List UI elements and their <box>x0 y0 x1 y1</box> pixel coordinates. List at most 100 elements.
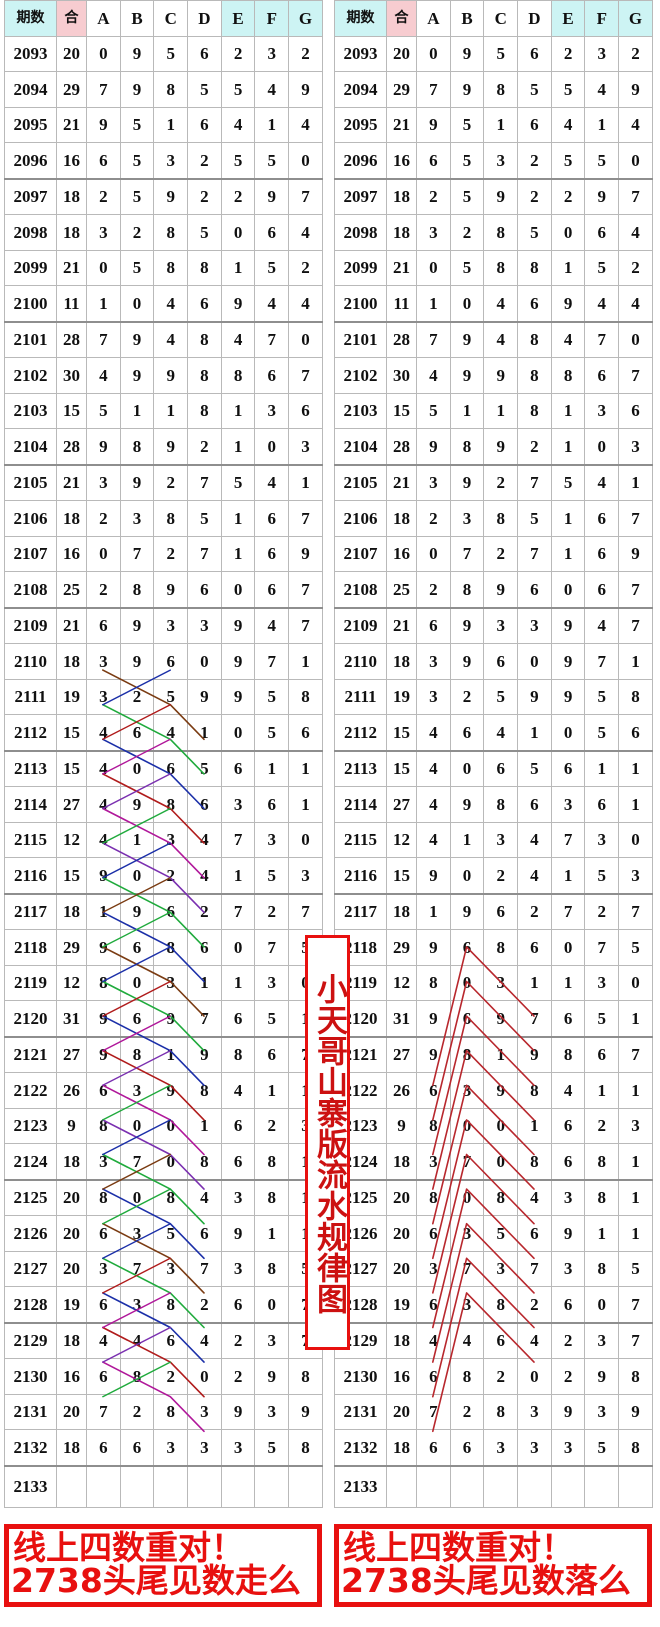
table-row[interactable]: 2102 30 4 9 9 8 8 6 7 <box>4 357 323 394</box>
table-row[interactable]: 2109 21 6 9 3 3 9 4 7 <box>4 607 323 644</box>
table-row[interactable]: 2104 28 9 8 9 2 1 0 3 <box>4 428 323 466</box>
cell-sum: 18 <box>56 214 87 251</box>
table-row[interactable]: 2101 28 7 9 4 8 4 7 0 <box>4 321 323 358</box>
table-row[interactable]: 2100 11 1 0 4 6 9 4 4 <box>4 285 323 323</box>
cell-f <box>584 1465 620 1508</box>
cell-e: 3 <box>550 1250 586 1287</box>
table-row[interactable]: 2106 18 2 3 8 5 1 6 7 <box>4 500 323 537</box>
cell-f: 4 <box>254 464 290 501</box>
table-row[interactable]: 2093 20 0 9 5 6 2 3 2 <box>334 35 653 72</box>
table-row[interactable]: 2131 20 7 2 8 3 9 3 9 <box>4 1393 323 1430</box>
table-row[interactable]: 2112 15 4 6 4 1 0 5 6 <box>4 714 323 752</box>
cell-sum: 18 <box>56 643 87 680</box>
table-row[interactable]: 2131 20 7 2 8 3 9 3 9 <box>334 1393 653 1430</box>
table-row[interactable]: 2096 16 6 5 3 2 5 5 0 <box>334 142 653 180</box>
table-row[interactable]: 2105 21 3 9 2 7 5 4 1 <box>4 464 323 501</box>
cell-f: 7 <box>254 643 290 680</box>
table-row[interactable]: 2105 21 3 9 2 7 5 4 1 <box>334 464 653 501</box>
table-row[interactable]: 2100 11 1 0 4 6 9 4 4 <box>334 285 653 323</box>
cell-b: 6 <box>119 1429 155 1467</box>
cell-b: 0 <box>119 1179 155 1216</box>
table-row[interactable]: 2110 18 3 9 6 0 9 7 1 <box>334 643 653 680</box>
table-row[interactable]: 2095 21 9 5 1 6 4 1 4 <box>334 106 653 143</box>
cell-sum: 18 <box>56 178 87 215</box>
table-row[interactable]: 2093 20 0 9 5 6 2 3 2 <box>4 35 323 72</box>
table-row[interactable]: 2113 15 4 0 6 5 6 1 1 <box>4 750 323 787</box>
table-row[interactable]: 2110 18 3 9 6 0 9 7 1 <box>4 643 323 680</box>
table-row[interactable]: 2098 18 3 2 8 5 0 6 4 <box>334 214 653 251</box>
cell-sum: 19 <box>56 1286 87 1324</box>
table-row[interactable]: 2103 15 5 1 1 8 1 3 6 <box>334 392 653 429</box>
table-row[interactable]: 2097 18 2 5 9 2 2 9 7 <box>4 178 323 215</box>
cell-period: 2106 <box>4 500 57 537</box>
table-row[interactable]: 2094 29 7 9 8 5 5 4 9 <box>4 71 323 108</box>
table-row[interactable]: 2097 18 2 5 9 2 2 9 7 <box>334 178 653 215</box>
table-row[interactable]: 2104 28 9 8 9 2 1 0 3 <box>334 428 653 466</box>
table-row[interactable]: 2111 19 3 2 5 9 9 5 8 <box>4 678 323 715</box>
table-row[interactable]: 2115 12 4 1 3 4 7 3 0 <box>334 821 653 858</box>
table-row[interactable]: 2117 18 1 9 6 2 7 2 7 <box>334 893 653 930</box>
table-row[interactable]: 2114 27 4 9 8 6 3 6 1 <box>4 786 323 823</box>
table-row[interactable]: 2130 16 6 8 2 0 2 9 8 <box>334 1358 653 1395</box>
table-row[interactable]: 2132 18 6 6 3 3 3 5 8 <box>4 1429 323 1467</box>
table-row[interactable]: 2106 18 2 3 8 5 1 6 7 <box>334 500 653 537</box>
table-row[interactable]: 2133 <box>4 1465 323 1508</box>
cell-d: 4 <box>187 857 222 895</box>
cell-d: 8 <box>187 321 222 358</box>
table-row[interactable]: 2130 16 6 8 2 0 2 9 8 <box>4 1358 323 1395</box>
cell-b: 5 <box>449 249 485 286</box>
cell-f: 1 <box>584 106 620 143</box>
table-row[interactable]: 2132 18 6 6 3 3 3 5 8 <box>334 1429 653 1467</box>
table-row[interactable]: 2103 15 5 1 1 8 1 3 6 <box>4 392 323 429</box>
table-row[interactable]: 2095 21 9 5 1 6 4 1 4 <box>4 106 323 143</box>
table-row[interactable]: 2109 21 6 9 3 3 9 4 7 <box>334 607 653 644</box>
cell-b: 9 <box>449 71 485 108</box>
table-row[interactable]: 2117 18 1 9 6 2 7 2 7 <box>4 893 323 930</box>
table-row[interactable]: 2107 16 0 7 2 7 1 6 9 <box>334 535 653 572</box>
table-row[interactable]: 2099 21 0 5 8 8 1 5 2 <box>4 249 323 286</box>
table-row[interactable]: 2113 15 4 0 6 5 6 1 1 <box>334 750 653 787</box>
table-row[interactable]: 2116 15 9 0 2 4 1 5 3 <box>4 857 323 895</box>
table-row[interactable]: 2112 15 4 6 4 1 0 5 6 <box>334 714 653 752</box>
cell-sum: 18 <box>386 1322 417 1359</box>
table-row[interactable]: 2108 25 2 8 9 6 0 6 7 <box>4 571 323 609</box>
table-row[interactable]: 2096 16 6 5 3 2 5 5 0 <box>4 142 323 180</box>
cell-b: 9 <box>119 893 155 930</box>
table-row[interactable]: 2099 21 0 5 8 8 1 5 2 <box>334 249 653 286</box>
table-row[interactable]: 2102 30 4 9 9 8 8 6 7 <box>334 357 653 394</box>
table-row[interactable]: 2094 29 7 9 8 5 5 4 9 <box>334 71 653 108</box>
table-row[interactable]: 2133 <box>334 1465 653 1508</box>
table-row[interactable]: 2115 12 4 1 3 4 7 3 0 <box>4 821 323 858</box>
table-row[interactable]: 2108 25 2 8 9 6 0 6 7 <box>334 571 653 609</box>
table-row[interactable]: 2101 28 7 9 4 8 4 7 0 <box>334 321 653 358</box>
table-row[interactable]: 2107 16 0 7 2 7 1 6 9 <box>4 535 323 572</box>
table-row[interactable]: 2111 19 3 2 5 9 9 5 8 <box>334 678 653 715</box>
table-row[interactable]: 2098 18 3 2 8 5 0 6 4 <box>4 214 323 251</box>
table-row[interactable]: 2116 15 9 0 2 4 1 5 3 <box>334 857 653 895</box>
table-row[interactable]: 2114 27 4 9 8 6 3 6 1 <box>334 786 653 823</box>
